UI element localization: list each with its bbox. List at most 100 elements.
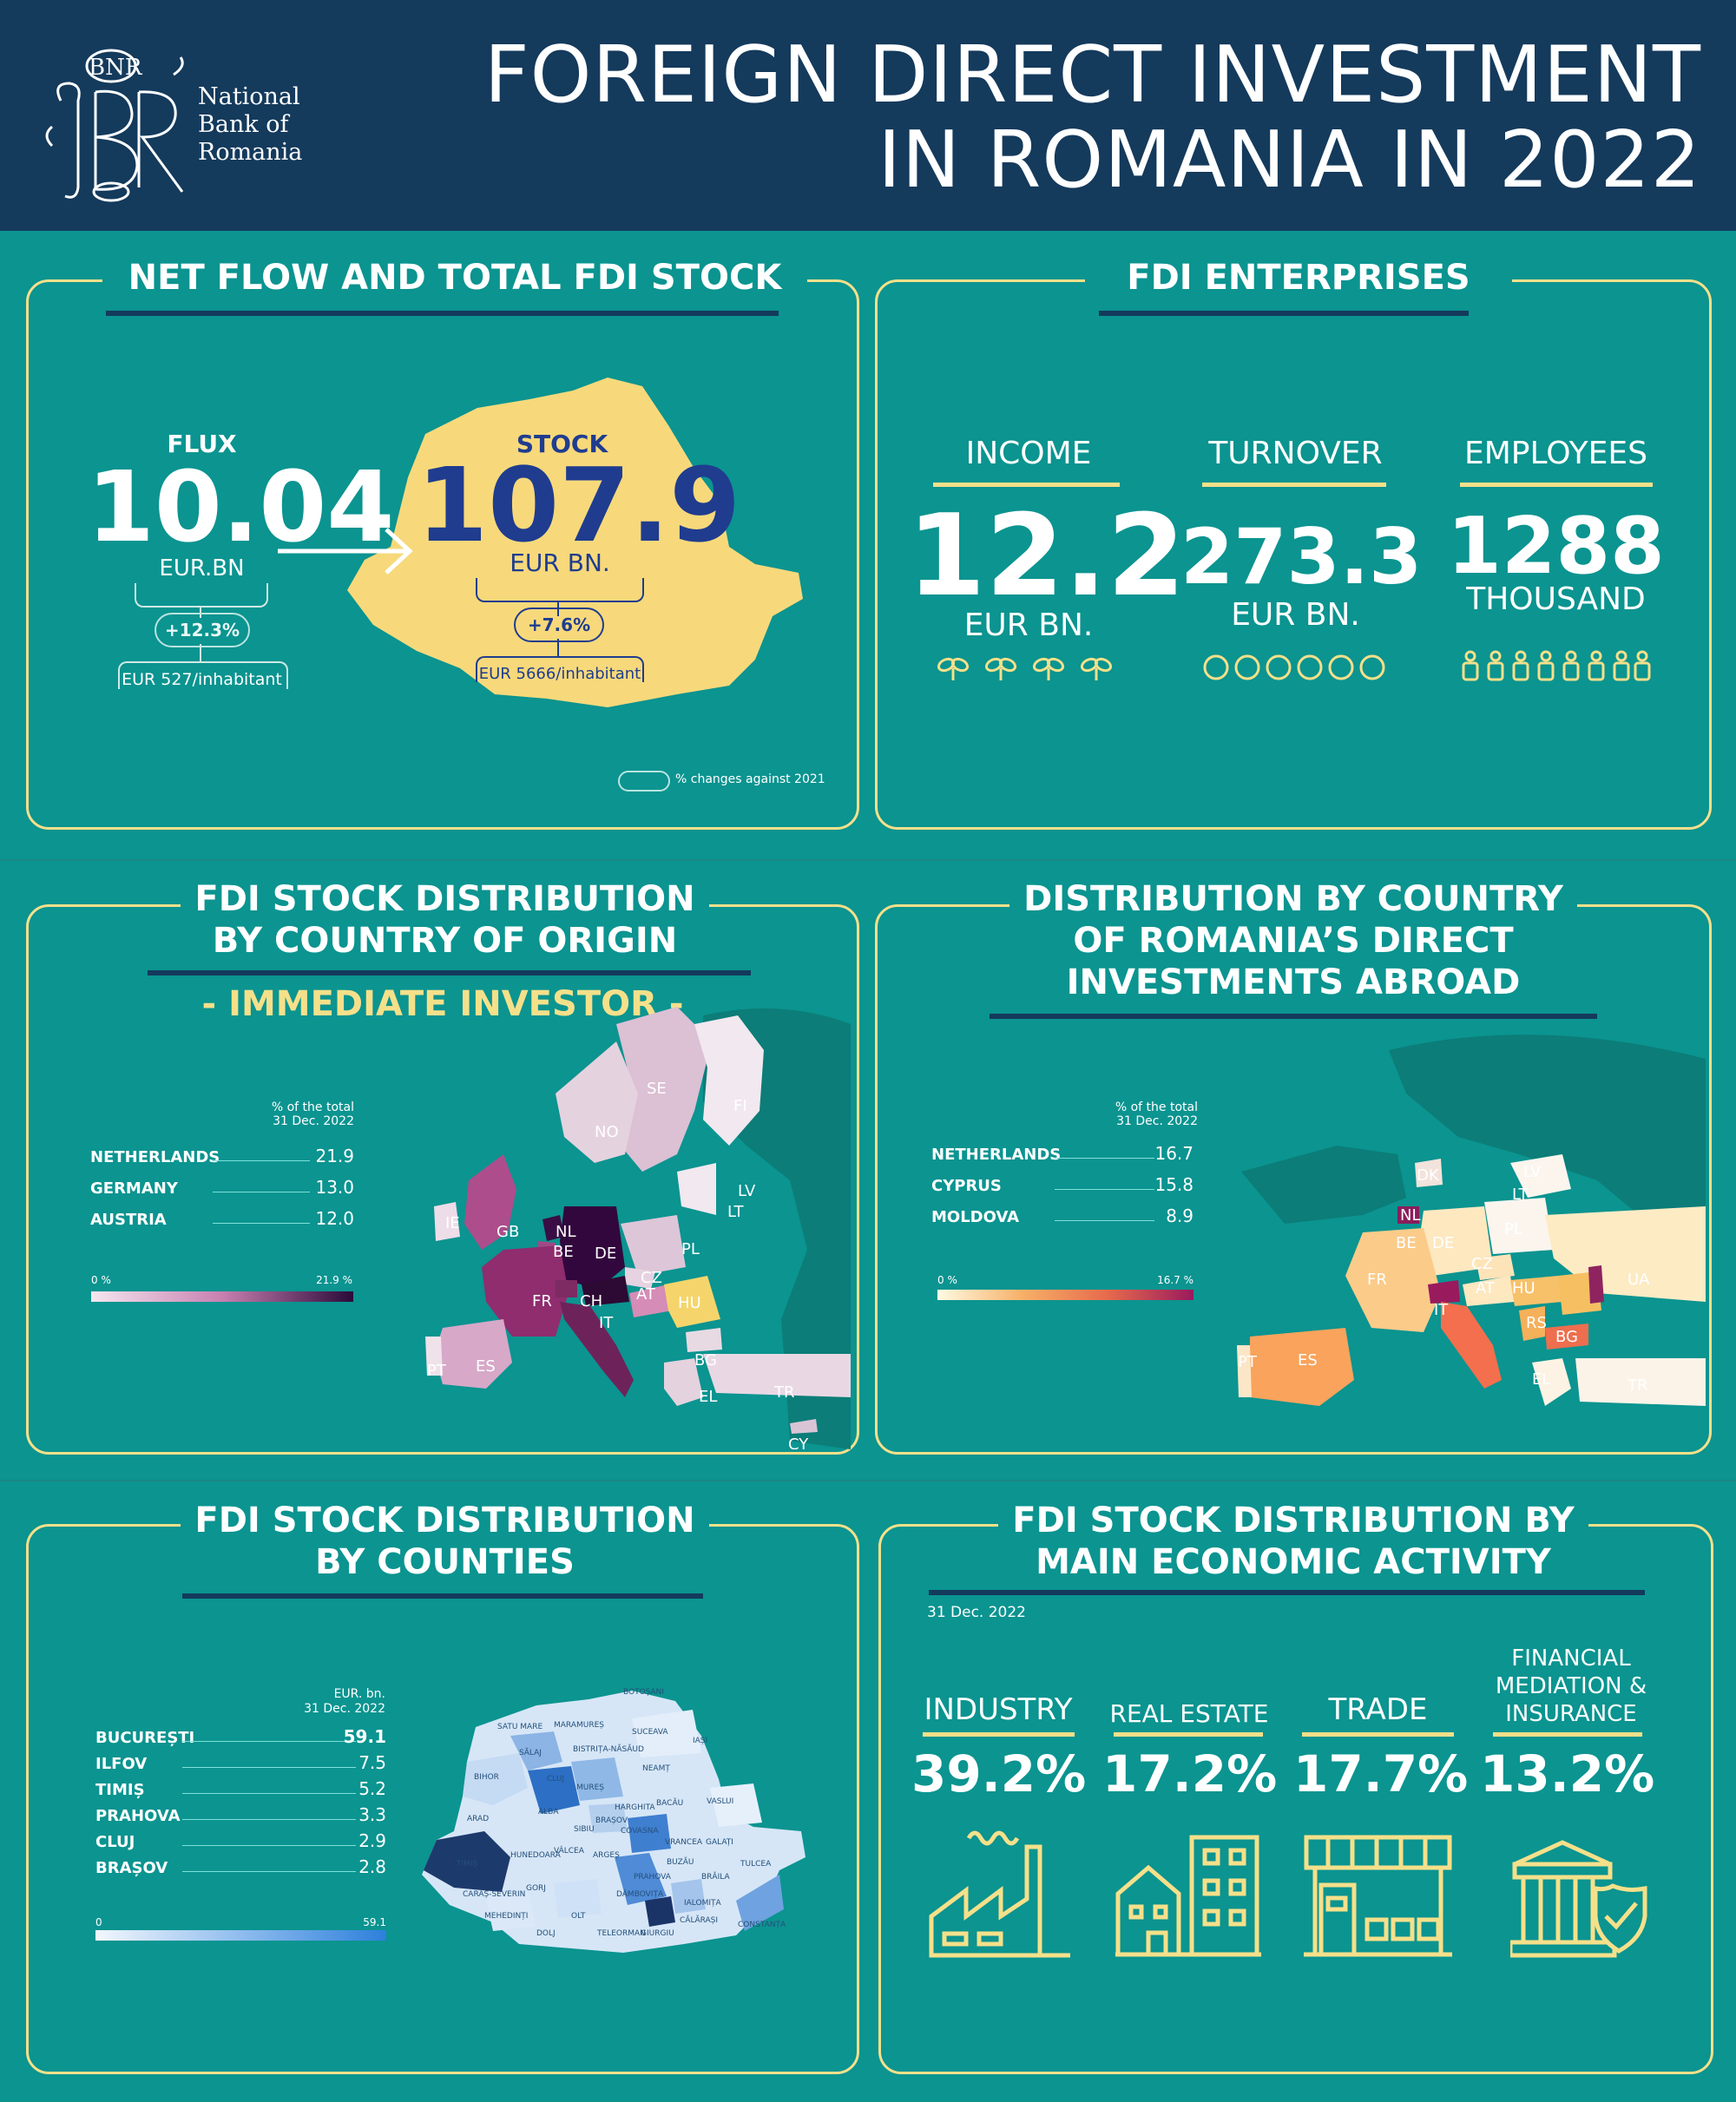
svg-text:BRAȘOV: BRAȘOV (595, 1816, 628, 1825)
income-underline (933, 483, 1120, 487)
abroad-title-line-3: INVESTMENTS ABROAD (1066, 962, 1521, 1002)
row-divider (0, 859, 1736, 861)
logo-monogram: BNR (89, 55, 143, 81)
turnover-unit: EUR BN. (1231, 597, 1360, 633)
svg-text:NEAMȚ: NEAMȚ (642, 1764, 670, 1773)
svg-text:VASLUI: VASLUI (707, 1797, 733, 1806)
stock-value: 107.9 (417, 445, 741, 565)
svg-text:IAȘI: IAȘI (693, 1737, 707, 1745)
svg-text:BG: BG (694, 1351, 717, 1370)
industry-value: 39.2% (911, 1744, 1087, 1803)
industry-underline (923, 1732, 1075, 1737)
svg-text:NO: NO (595, 1123, 619, 1141)
activity-title: FDI STOCK DISTRIBUTION BY MAIN ECONOMIC … (955, 1500, 1632, 1583)
trade-underline (1302, 1732, 1454, 1737)
financial-label-line-2: MEDIATION & (1495, 1673, 1647, 1699)
counties-legend-name: BUCUREȘTI (95, 1729, 195, 1747)
svg-text:AT: AT (636, 1285, 656, 1304)
svg-text:FI: FI (733, 1097, 747, 1115)
svg-text:CLUJ: CLUJ (547, 1775, 564, 1783)
counties-legend-leader-line (182, 1819, 356, 1820)
real-estate-underline (1114, 1732, 1263, 1737)
svg-text:CZ: CZ (641, 1269, 662, 1287)
svg-text:PRAHOVA: PRAHOVA (634, 1873, 672, 1882)
svg-text:BE: BE (1396, 1234, 1417, 1252)
stock-per-inhabitant: EUR 5666/inhabitant (478, 665, 641, 683)
header-bar (0, 0, 1736, 231)
abroad-legend-leader-line (1055, 1158, 1154, 1159)
trade-label: TRADE (1328, 1692, 1428, 1727)
counties-legend-leader-line (182, 1845, 356, 1846)
counties-legend-header-2: 31 Dec. 2022 (304, 1702, 385, 1716)
abroad-scale-bar (937, 1290, 1194, 1300)
svg-text:ALBA: ALBA (538, 1808, 559, 1816)
svg-text:CH: CH (580, 1292, 602, 1310)
svg-text:EL: EL (699, 1388, 717, 1406)
counties-legend-header-1: EUR. bn. (333, 1687, 385, 1701)
svg-text:VRANCEA: VRANCEA (665, 1838, 703, 1847)
svg-text:AT: AT (1476, 1279, 1496, 1297)
factory-icon (927, 1821, 1075, 1960)
counties-legend-name: CLUJ (95, 1833, 135, 1851)
flux-change-pill: +12.3% (155, 613, 250, 647)
shop-icon (1302, 1833, 1454, 1960)
svg-text:PT: PT (427, 1362, 447, 1380)
counties-legend-leader-line (182, 1793, 356, 1794)
page-title-line-2: IN ROMANIA IN 2022 (878, 115, 1701, 206)
svg-text:DE: DE (595, 1245, 616, 1263)
abroad-legend-header-1: % of the total (1115, 1100, 1198, 1114)
stock-label: STOCK (516, 430, 608, 458)
svg-text:LT: LT (727, 1203, 745, 1221)
bank-shield-icon (1508, 1838, 1654, 1960)
svg-text:VÂLCEA: VÂLCEA (554, 1845, 585, 1856)
svg-text:SE: SE (647, 1080, 667, 1098)
abroad-scale-min: 0 % (937, 1274, 957, 1286)
flux-connector (200, 606, 201, 618)
svg-text:CY: CY (788, 1435, 809, 1449)
abroad-europe-map: LV LT DK NL PL DE BE UA CZ FR AT HU IT R… (1233, 1015, 1706, 1449)
flux-unit: EUR.BN (159, 555, 245, 581)
flux-connector (200, 644, 201, 661)
financial-label-line-3: INSURANCE (1505, 1701, 1637, 1727)
svg-text:BOTOȘANI: BOTOȘANI (623, 1688, 664, 1697)
counties-legend-value: 2.9 (358, 1830, 386, 1851)
svg-text:TELEORMAN: TELEORMAN (596, 1929, 646, 1938)
svg-text:COVASNA: COVASNA (621, 1827, 659, 1836)
svg-text:BACĂU: BACĂU (656, 1797, 683, 1808)
counties-legend-name: ILFOV (95, 1755, 148, 1773)
romania-counties-map: BOTOȘANI SATU MARE MARAMUREȘ SUCEAVA BIS… (415, 1684, 814, 1970)
svg-text:IT: IT (599, 1314, 614, 1332)
title-underline (1099, 311, 1469, 316)
flux-per-inhabitant: EUR 527/inhabitant (122, 670, 282, 689)
svg-text:BISTRIȚA-NĂSĂUD: BISTRIȚA-NĂSĂUD (573, 1744, 644, 1754)
origin-legend-name: NETHERLANDS (90, 1148, 220, 1166)
title-underline (990, 1014, 1597, 1019)
counties-title: FDI STOCK DISTRIBUTION BY COUNTIES (156, 1500, 733, 1583)
svg-text:MEHEDINȚI: MEHEDINȚI (484, 1912, 528, 1921)
svg-text:LV: LV (1523, 1163, 1542, 1181)
money-plant-icon (933, 653, 1120, 684)
abroad-scale-max: 16.7 % (1157, 1274, 1194, 1286)
abroad-legend-leader-line (1055, 1220, 1154, 1221)
page-title: FOREIGN DIRECT INVESTMENT IN ROMANIA IN … (484, 33, 1701, 203)
abroad-legend-header: % of the total 31 Dec. 2022 (1095, 1100, 1198, 1128)
origin-legend-header: % of the total 31 Dec. 2022 (252, 1100, 354, 1128)
svg-text:NL: NL (1400, 1206, 1421, 1225)
financial-label: FINANCIAL MEDIATION & INSURANCE (1480, 1645, 1662, 1728)
svg-text:GALAȚI: GALAȚI (706, 1838, 733, 1847)
svg-text:GB: GB (496, 1223, 519, 1241)
abroad-legend-name: MOLDOVA (931, 1208, 1020, 1226)
flux-inhabitant-bracket (118, 661, 288, 689)
stock-bracket (476, 578, 644, 602)
abroad-title-line-1: DISTRIBUTION BY COUNTRY (1009, 878, 1577, 920)
abroad-legend-name: CYPRUS (931, 1177, 1002, 1195)
flux-label: FLUX (167, 430, 237, 458)
svg-text:TIMIȘ: TIMIȘ (456, 1860, 478, 1869)
svg-text:CZ: CZ (1471, 1255, 1493, 1273)
abroad-legend-name: NETHERLANDS (931, 1146, 1062, 1164)
svg-text:PL: PL (681, 1240, 700, 1258)
counties-scale-min: 0 (95, 1916, 102, 1928)
financial-value: 13.2% (1480, 1744, 1655, 1803)
svg-text:CONSTANȚA: CONSTANȚA (738, 1921, 786, 1929)
stock-unit: EUR BN. (510, 548, 610, 577)
